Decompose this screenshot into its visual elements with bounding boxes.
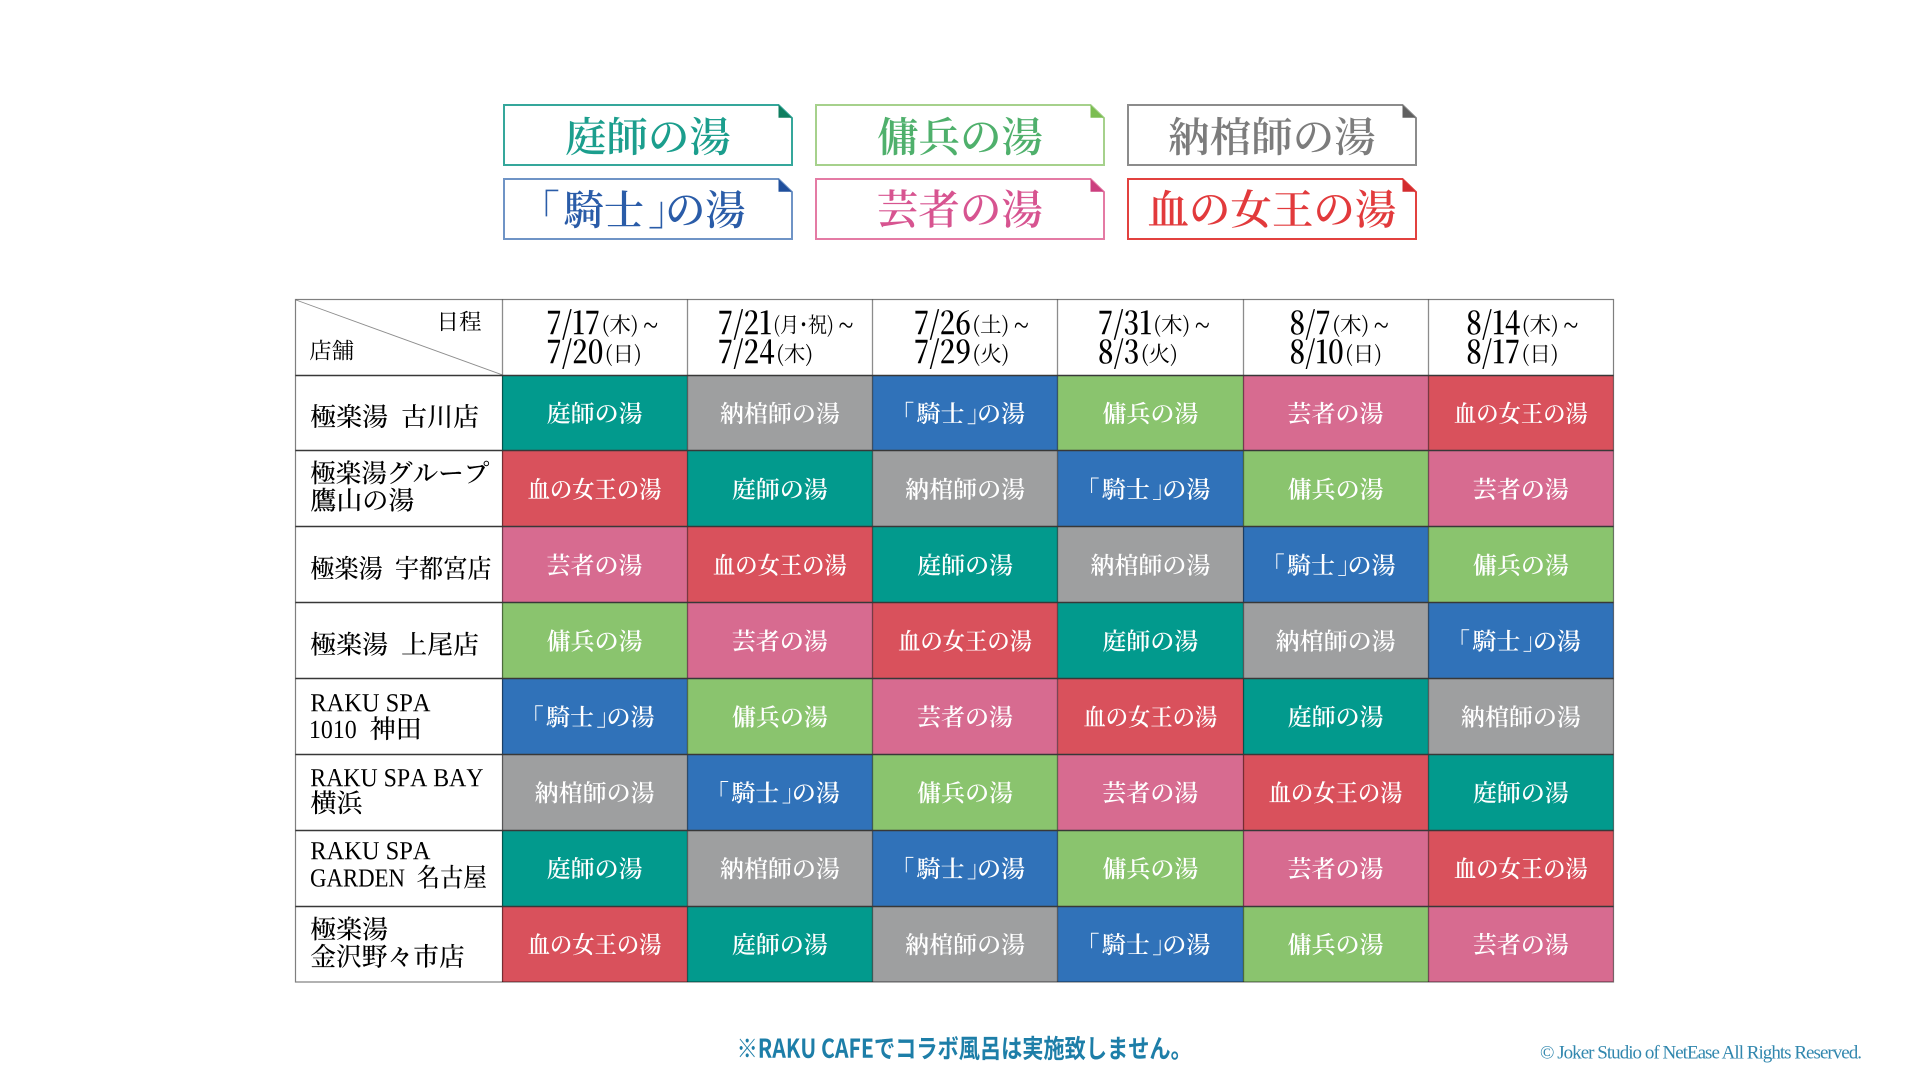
svg-text:© Joker Studio of NetEase All: © Joker Studio of NetEase All Rights Res… <box>1540 1043 1862 1064</box>
